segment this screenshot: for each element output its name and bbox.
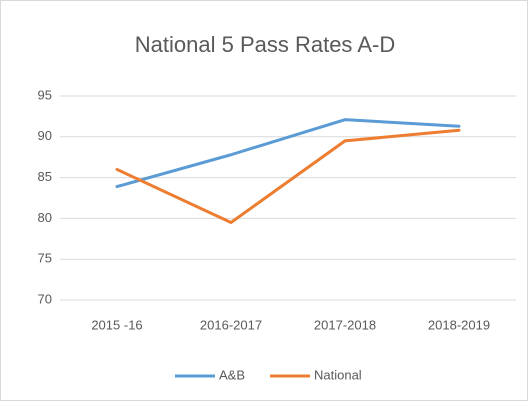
x-tick-label: 2018-2019 — [428, 317, 490, 332]
legend-label: A&B — [219, 367, 245, 382]
x-tick-label: 2016-2017 — [200, 317, 262, 332]
line-series — [115, 118, 461, 189]
y-tick-label: 85 — [38, 169, 52, 184]
y-tick-label: 80 — [38, 210, 52, 225]
legend-label: National — [314, 367, 362, 382]
y-tick-label: 95 — [38, 87, 52, 102]
x-tick-label: 2017-2018 — [314, 317, 376, 332]
chart-title: National 5 Pass Rates A-D — [135, 32, 395, 57]
x-tick-label: 2015 -16 — [91, 317, 142, 332]
y-tick-label: 75 — [38, 251, 52, 266]
y-tick-label: 70 — [38, 291, 52, 306]
line-series — [115, 128, 461, 224]
y-tick-label: 90 — [38, 128, 52, 143]
